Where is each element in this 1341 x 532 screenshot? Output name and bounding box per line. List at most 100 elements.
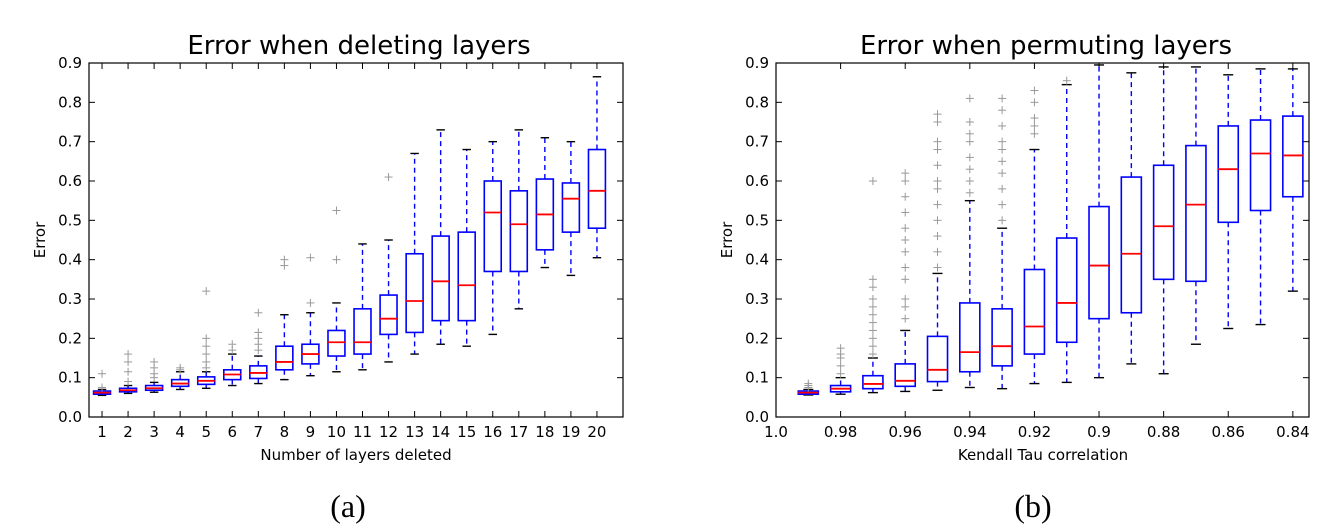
- outlier-marker: [150, 357, 159, 366]
- chart-permuting-layers: Error when permuting layers Error Kendal…: [718, 31, 1310, 524]
- box-plot: [249, 308, 268, 385]
- y-tick-label: 0.7: [745, 133, 769, 151]
- box-plot: [118, 350, 138, 395]
- box-iqr: [405, 252, 424, 334]
- y-tick-label: 0.6: [58, 172, 82, 190]
- x-tick-label: 0.96: [889, 423, 922, 441]
- outlier-marker: [998, 145, 1007, 154]
- box-iqr: [1217, 125, 1240, 224]
- y-tick-label: 0.1: [745, 369, 769, 387]
- box-plot: [1185, 66, 1207, 345]
- outlier-marker: [868, 310, 877, 319]
- outlier-marker: [933, 110, 942, 119]
- outlier-marker: [933, 232, 942, 241]
- outlier-marker: [202, 287, 211, 296]
- outlier-marker: [254, 328, 263, 337]
- box-iqr: [483, 180, 503, 273]
- y-axis-label: Error: [31, 221, 49, 258]
- outlier-marker: [868, 318, 877, 327]
- box-plot: [797, 379, 820, 396]
- box-plot: [509, 129, 529, 310]
- outlier-marker: [933, 216, 942, 225]
- outlier-marker: [933, 263, 942, 272]
- outlier-marker: [254, 308, 263, 317]
- box-plot: [1055, 76, 1078, 384]
- box-iqr: [587, 148, 607, 230]
- y-tick-label: 0.1: [58, 369, 82, 387]
- outlier-marker: [332, 255, 341, 264]
- box-plot: [535, 137, 555, 269]
- box-plot: [92, 369, 112, 397]
- y-axis-label: Error: [718, 221, 736, 258]
- outlier-marker: [965, 94, 974, 103]
- axes-frame: [775, 62, 1310, 418]
- outlier-marker: [306, 253, 315, 262]
- x-tick-label: 1: [97, 423, 107, 441]
- y-tick-label: 0.0: [745, 408, 769, 426]
- box-iqr: [327, 329, 346, 357]
- x-tick-label: 0.84: [1276, 423, 1309, 441]
- outlier-marker: [124, 377, 133, 386]
- outlier-marker: [1030, 121, 1039, 130]
- x-tick-label: 4: [175, 423, 185, 441]
- y-tick-label: 0.0: [58, 408, 82, 426]
- y-tick-label: 0.5: [58, 211, 82, 229]
- outlier-marker: [384, 173, 393, 182]
- x-tick-label: 8: [280, 423, 290, 441]
- x-tick-label: 18: [535, 423, 554, 441]
- plot-area: 0.00.10.20.30.40.50.60.70.80.91 2 3 4 5 6 7 8 9 1…: [58, 54, 624, 441]
- x-tick-label: 0.88: [1147, 423, 1180, 441]
- x-tick-label: 0.94: [953, 423, 986, 441]
- x-tick-label: 9: [306, 423, 316, 441]
- x-tick-label: 19: [561, 423, 580, 441]
- outlier-marker: [933, 137, 942, 146]
- outlier-marker: [836, 369, 845, 378]
- outlier-marker: [998, 157, 1007, 166]
- outlier-marker: [868, 326, 877, 335]
- outlier-marker: [901, 177, 910, 185]
- y-tick-label: 0.3: [58, 290, 82, 308]
- x-axis-label: Number of layers deleted: [260, 446, 451, 464]
- box-iqr: [353, 308, 372, 355]
- box-plot: [959, 94, 981, 389]
- outlier-marker: [868, 302, 877, 311]
- y-tick-label: 0.6: [745, 172, 769, 190]
- box-plot: [1152, 66, 1175, 375]
- outlier-marker: [933, 184, 942, 193]
- outlier-marker: [965, 165, 974, 174]
- outlier-marker: [868, 334, 877, 343]
- box-plot: [1120, 72, 1143, 365]
- outlier-marker: [332, 206, 341, 215]
- box-plot: [301, 253, 320, 377]
- outlier-marker: [998, 121, 1007, 130]
- x-tick-label: 5: [201, 423, 211, 441]
- outlier-marker: [998, 137, 1007, 146]
- outlier-marker: [901, 236, 910, 244]
- outlier-marker: [1030, 98, 1039, 107]
- outlier-marker: [901, 208, 910, 217]
- outlier-marker: [804, 379, 813, 388]
- axes-frame: [88, 62, 624, 418]
- x-tick-label: 14: [431, 423, 450, 441]
- outlier-marker: [901, 169, 910, 178]
- outlier-marker: [1030, 86, 1039, 95]
- outlier-marker: [868, 295, 877, 303]
- outlier-marker: [868, 275, 877, 284]
- outlier-marker: [901, 224, 910, 233]
- outlier-marker: [176, 363, 185, 372]
- outlier-marker: [124, 350, 133, 359]
- outlier-marker: [998, 184, 1007, 193]
- box-iqr: [1249, 119, 1272, 212]
- x-tick-label: 20: [587, 423, 606, 441]
- box-plot: [327, 206, 346, 373]
- outlier-marker: [933, 247, 942, 256]
- box-plot: [1023, 86, 1046, 385]
- box-plot: [196, 287, 216, 389]
- box-plot: [170, 363, 190, 391]
- box-plot: [1217, 74, 1240, 330]
- outlier-marker: [868, 283, 877, 292]
- outlier-marker: [965, 118, 974, 126]
- x-tick-label: 0.98: [824, 423, 857, 441]
- outlier-marker: [836, 361, 845, 370]
